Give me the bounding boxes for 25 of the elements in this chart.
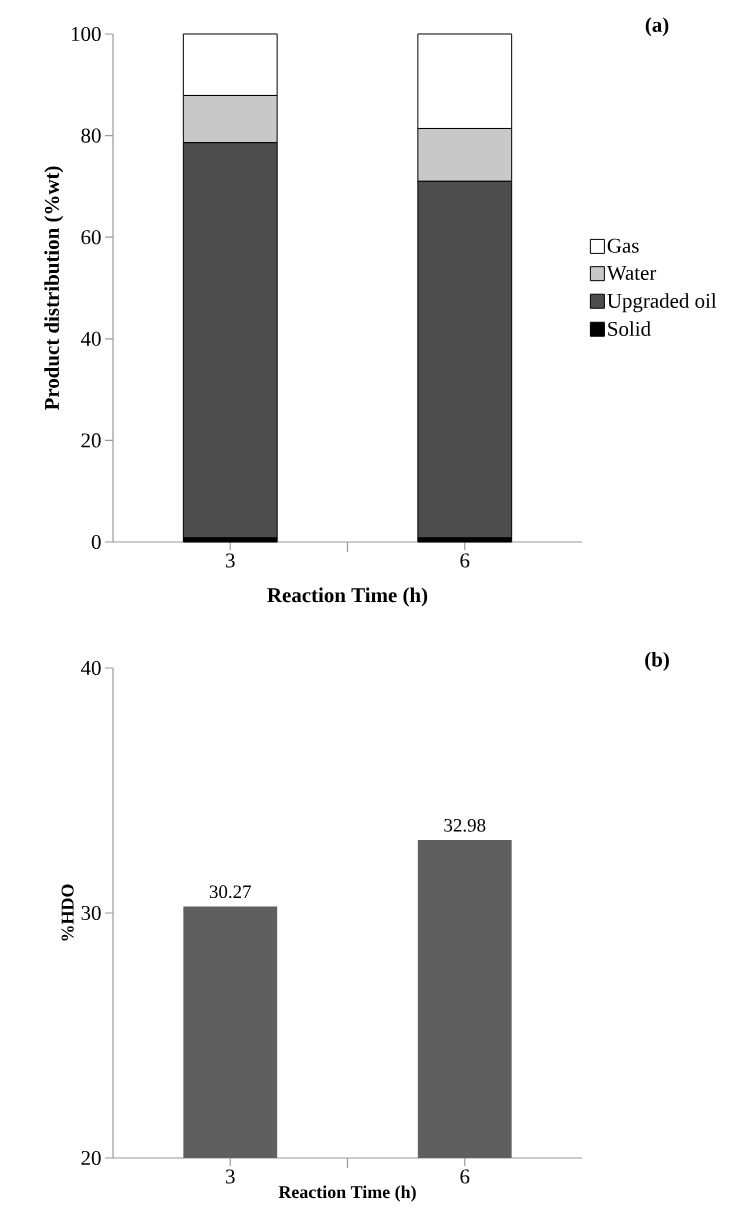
y-tick-label: 40 (80, 331, 101, 346)
legend-label: Solid (608, 321, 651, 336)
x-tick-label: 3 (226, 553, 235, 568)
data-label: 32.98 (444, 818, 486, 832)
y-tick-label: 100 (71, 26, 101, 42)
legend-label: Gas (607, 238, 639, 253)
y-tick-label: 30 (81, 905, 101, 921)
y-axis-title: %HDO (61, 884, 74, 941)
data-label: 30.27 (209, 885, 251, 899)
text: (b) (645, 651, 669, 671)
y-tick-label: 20 (81, 433, 101, 448)
x-tick-label: 6 (460, 553, 470, 568)
x-tick-label: 6 (460, 1169, 470, 1184)
y-tick-label: 20 (81, 1150, 101, 1166)
y-axis-title: Product distribution (%wt) (44, 166, 64, 411)
y-tick-label: 60 (81, 230, 101, 245)
y-tick-label: 80 (81, 128, 101, 143)
x-tick-label: 3 (226, 1169, 235, 1184)
x-axis-title: Reaction Time (h) (267, 587, 428, 607)
x-axis-title: Reaction Time (h) (278, 1185, 416, 1202)
text: (a) (645, 17, 669, 37)
y-tick-label: 0 (91, 534, 101, 550)
legend-label: Upgraded oil (607, 293, 717, 313)
y-tick-label: 40 (80, 660, 101, 676)
legend-label: Water (606, 266, 657, 281)
